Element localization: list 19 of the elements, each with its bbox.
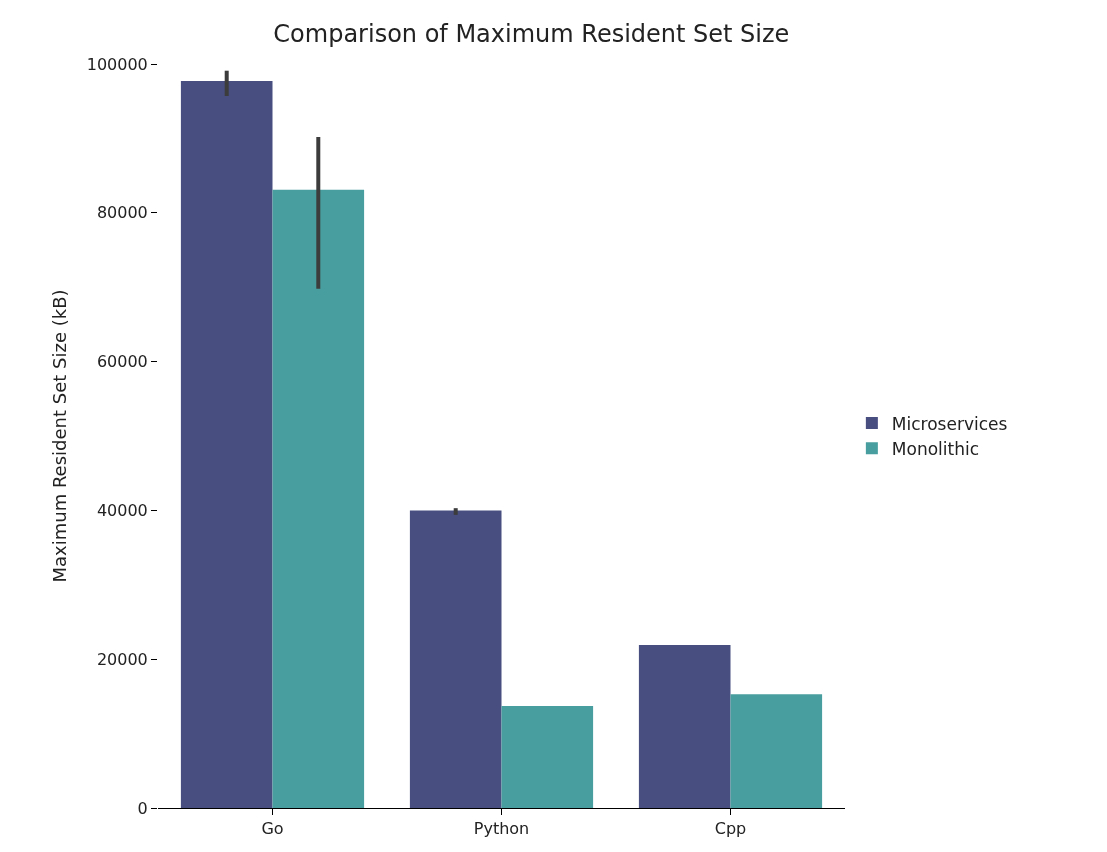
bar <box>272 189 365 808</box>
x-tick-label: Go <box>261 819 284 839</box>
bar <box>180 81 273 808</box>
legend-label: Monolithic <box>891 438 980 459</box>
y-axis-title: Maximum Resident Set Size (kB) <box>48 289 70 583</box>
y-tick-label: 80000 <box>96 203 148 223</box>
y-tick-label: 0 <box>137 798 148 818</box>
bar <box>730 694 823 808</box>
legend-label: Microservices <box>891 413 1008 434</box>
bar <box>409 510 502 808</box>
y-tick-label: 100000 <box>86 54 148 74</box>
chart-title: Comparison of Maximum Resident Set Size <box>273 20 790 49</box>
x-tick-label: Python <box>473 819 530 839</box>
bar <box>501 706 594 808</box>
bar <box>638 645 731 808</box>
x-tick-label: Cpp <box>714 819 747 839</box>
y-tick-label: 40000 <box>96 501 148 520</box>
y-tick-label: 20000 <box>96 649 148 669</box>
y-tick-label: 60000 <box>96 352 148 372</box>
